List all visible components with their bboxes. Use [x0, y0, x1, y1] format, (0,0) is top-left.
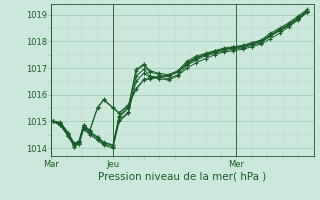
X-axis label: Pression niveau de la mer( hPa ): Pression niveau de la mer( hPa ) [98, 172, 267, 182]
